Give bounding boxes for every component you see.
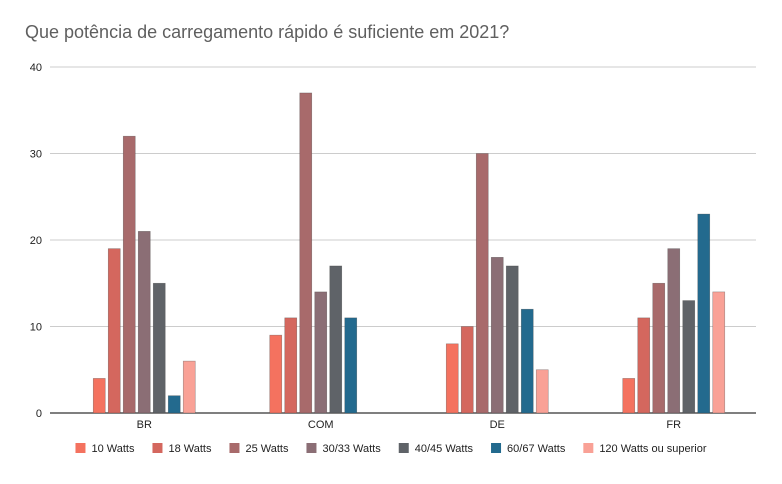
legend-label: 30/33 Watts — [322, 443, 381, 455]
bar-br-series-2 — [107, 248, 121, 414]
x-category-label: BR — [137, 419, 152, 431]
bar-de-series-1 — [445, 343, 459, 414]
bar-fr-series-5 — [682, 300, 696, 414]
bars — [92, 92, 726, 414]
bar-br-series-3 — [122, 135, 136, 414]
legend-label: 40/45 Watts — [415, 443, 474, 455]
bar-fr-series-4 — [667, 248, 681, 414]
legend-swatch — [152, 443, 163, 453]
bar-fr-series-3 — [652, 282, 666, 414]
bar-com-series-2 — [284, 317, 298, 414]
y-tick-label: 0 — [36, 408, 42, 420]
bar-fr-series-2 — [637, 317, 651, 414]
x-category-label: FR — [666, 419, 681, 431]
bar-com-series-4 — [314, 291, 328, 414]
bar-br-series-5 — [152, 282, 166, 414]
x-category-label: DE — [490, 419, 505, 431]
bar-de-series-6 — [520, 308, 534, 414]
bar-de-series-3 — [475, 153, 489, 414]
bar-br-series-1 — [92, 378, 106, 414]
y-tick-label: 10 — [30, 322, 42, 334]
legend-swatch — [306, 443, 317, 453]
legend-swatch — [229, 443, 240, 453]
legend-label: 120 Watts ou superior — [599, 443, 707, 455]
bar-br-series-4 — [137, 231, 151, 414]
legend-label: 18 Watts — [168, 443, 211, 455]
legend-swatch — [398, 443, 409, 453]
bar-com-series-6 — [344, 317, 358, 414]
y-tick-label: 20 — [30, 235, 42, 247]
bar-com-series-5 — [329, 265, 343, 414]
bar-br-series-7 — [182, 360, 196, 414]
bar-fr-series-7 — [712, 291, 726, 414]
y-tick-label: 30 — [30, 149, 42, 161]
legend-label: 25 Watts — [245, 443, 288, 455]
legend: 10 Watts 18 Watts 25 Watts 30/33 Watts 40/45… — [75, 443, 707, 455]
x-category-label: COM — [308, 419, 334, 431]
y-axis-ticks: 0 10 20 30 40 — [30, 62, 42, 420]
bar-de-series-2 — [460, 326, 474, 414]
bar-com-series-3 — [299, 92, 313, 414]
chart-title: Que potência de carregamento rápido é su… — [25, 22, 510, 42]
bar-br-series-6 — [167, 395, 181, 414]
bar-com-series-1 — [269, 334, 283, 414]
bar-de-series-4 — [490, 256, 504, 414]
x-axis-labels: BR COM DE FR — [137, 419, 682, 431]
legend-label: 10 Watts — [91, 443, 134, 455]
legend-label: 60/67 Watts — [507, 443, 566, 455]
bar-fr-series-6 — [697, 213, 711, 414]
legend-swatch — [75, 443, 86, 453]
y-tick-label: 40 — [30, 62, 42, 74]
bar-fr-series-1 — [622, 378, 636, 414]
legend-swatch — [491, 443, 502, 453]
bar-de-series-5 — [505, 265, 519, 414]
legend-swatch — [583, 443, 594, 453]
bar-de-series-7 — [535, 369, 549, 414]
